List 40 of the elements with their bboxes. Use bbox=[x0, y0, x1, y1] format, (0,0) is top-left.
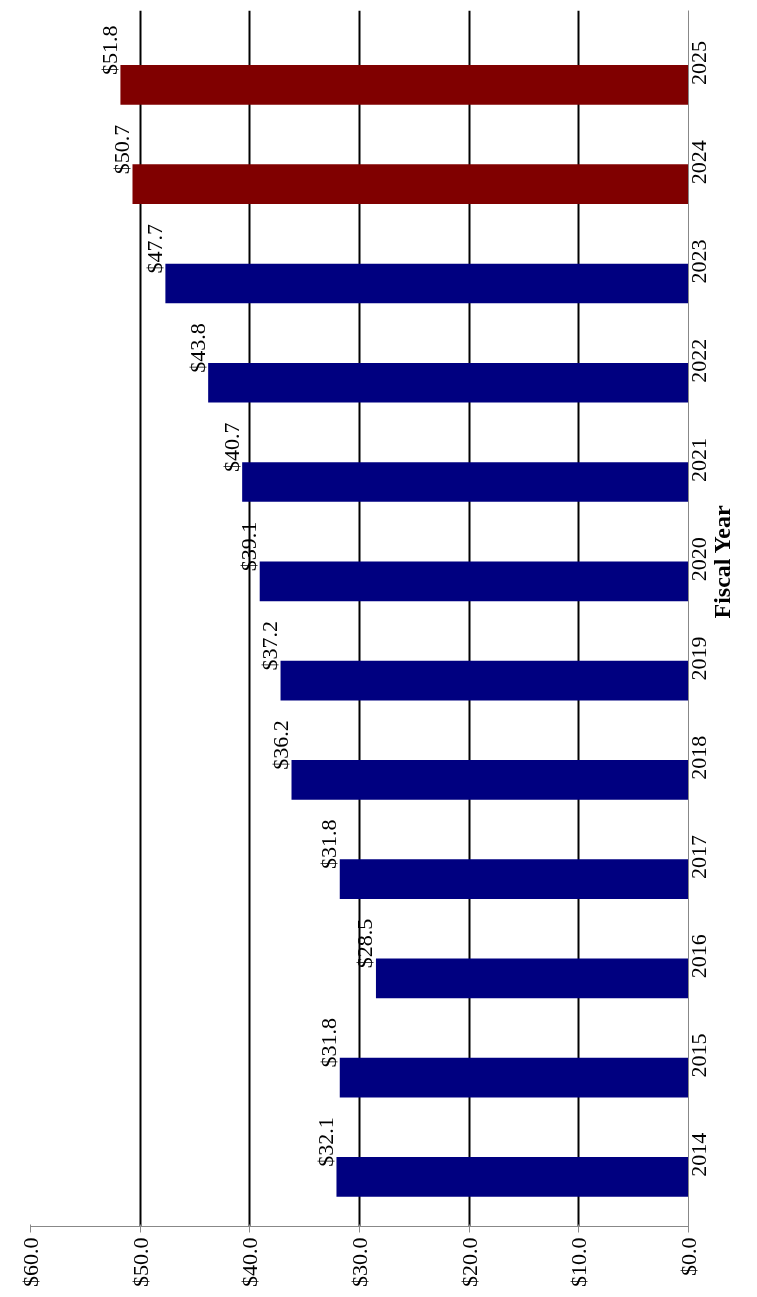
x-tick-label: $10.0 bbox=[566, 1237, 592, 1287]
data-label: $32.1 bbox=[313, 1117, 338, 1167]
x-tick-label: $50.0 bbox=[127, 1237, 153, 1287]
bar bbox=[242, 462, 689, 502]
data-label: $37.2 bbox=[257, 621, 283, 671]
bar bbox=[280, 660, 689, 701]
data-label: $40.7 bbox=[218, 422, 244, 473]
y-tick-label: 2015 bbox=[686, 1033, 712, 1078]
y-tick-label: 2017 bbox=[686, 835, 712, 880]
bar bbox=[339, 859, 689, 899]
bar bbox=[120, 65, 689, 105]
bar bbox=[259, 561, 689, 602]
data-label: $36.2 bbox=[268, 720, 294, 770]
x-tick-label: $60.0 bbox=[18, 1237, 43, 1287]
data-label: $50.7 bbox=[109, 124, 135, 175]
y-tick-label: 2016 bbox=[686, 934, 712, 979]
data-label: $47.7 bbox=[141, 223, 167, 274]
y-tick-label: 2024 bbox=[686, 140, 712, 185]
bar bbox=[336, 1157, 689, 1197]
bar bbox=[165, 263, 689, 304]
data-label: $43.8 bbox=[184, 323, 210, 373]
bar bbox=[339, 1057, 689, 1098]
bar bbox=[208, 362, 689, 403]
x-tick-label: $40.0 bbox=[237, 1237, 263, 1287]
x-tick-label: $20.0 bbox=[456, 1237, 482, 1287]
data-label: $31.8 bbox=[316, 1018, 342, 1068]
data-label: $51.8 bbox=[96, 25, 122, 75]
y-tick-label: 2022 bbox=[686, 338, 712, 383]
y-tick-label: 2023 bbox=[686, 239, 712, 284]
x-tick-label: $0.0 bbox=[676, 1237, 701, 1276]
y-tick-label: 2025 bbox=[686, 40, 712, 85]
bar bbox=[132, 164, 689, 205]
bar bbox=[291, 759, 689, 800]
y-tick-label: 2018 bbox=[686, 735, 712, 780]
x-tick-label: $30.0 bbox=[347, 1237, 372, 1287]
y-tick-label: 2019 bbox=[686, 636, 712, 681]
data-label: $31.8 bbox=[316, 819, 342, 870]
bar bbox=[375, 958, 689, 999]
y-tick-label: 2014 bbox=[686, 1132, 712, 1177]
y-tick-label: 2021 bbox=[686, 438, 712, 483]
